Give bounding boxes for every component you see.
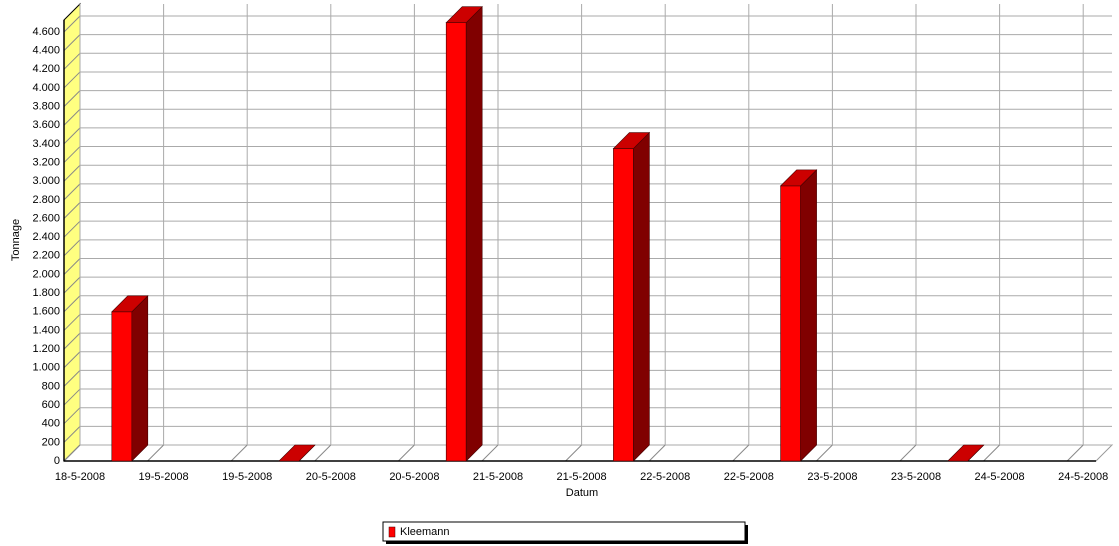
y-tick-label: 3.000: [32, 175, 60, 187]
bar-side: [465, 5, 483, 462]
grid-line: [63, 164, 81, 182]
floor-line: [816, 444, 833, 462]
grid-line: [63, 425, 81, 443]
grid-line: [63, 295, 81, 313]
y-tick-label: 1.800: [32, 287, 60, 299]
x-tick-label: 21-5-2008: [473, 471, 523, 483]
bar-top: [612, 132, 651, 149]
x-tick-label: 19-5-2008: [139, 471, 189, 483]
bar: [111, 311, 133, 462]
bar-side: [131, 295, 149, 462]
x-tick-label: 18-5-2008: [55, 471, 105, 483]
bar-side: [800, 169, 817, 462]
grid-line: [63, 407, 81, 425]
grid-line: [63, 146, 81, 163]
y-tick-label: 2.600: [32, 212, 60, 224]
grid-line: [63, 90, 81, 107]
grid-line: [63, 276, 81, 294]
y-axis-label: Tonnage: [10, 219, 22, 261]
grid-line: [63, 202, 81, 219]
y-tick-label: 1.000: [32, 362, 60, 374]
floor-line: [481, 444, 499, 462]
y-tick-label: 400: [42, 418, 60, 430]
y-tick-label: 3.800: [32, 101, 60, 113]
grid-line: [63, 15, 81, 33]
side-wall: [63, 2, 81, 463]
x-tick-label: 24-5-2008: [975, 471, 1025, 483]
grid-line: [63, 183, 81, 201]
x-tick-label: 22-5-2008: [724, 471, 774, 483]
floor-line: [230, 444, 248, 462]
grid-line: [63, 127, 81, 145]
y-tick-label: 800: [42, 380, 60, 392]
floor-line: [314, 444, 332, 462]
bar-top: [111, 295, 149, 313]
y-tick-label: 200: [42, 436, 60, 448]
y-tick-label: 0: [54, 455, 60, 467]
bar-top: [278, 444, 316, 462]
y-tick-label: 1.200: [32, 343, 60, 355]
x-tick-label: 19-5-2008: [222, 471, 272, 483]
y-tick-label: 2.000: [32, 268, 60, 280]
x-axis-label: Datum: [566, 487, 598, 499]
floor-line: [983, 444, 1000, 462]
floor-line: [1066, 444, 1084, 462]
x-tick-label: 23-5-2008: [891, 471, 941, 483]
grid-line: [63, 108, 81, 126]
y-tick-label: 600: [42, 399, 60, 411]
y-tick-label: 2.800: [32, 194, 60, 206]
bar: [780, 185, 801, 462]
x-tick-label: 22-5-2008: [640, 471, 690, 483]
grid-line: [63, 239, 81, 257]
y-tick-label: 1.400: [32, 324, 60, 336]
y-tick-label: 3.200: [32, 156, 60, 168]
floor-line: [732, 444, 750, 462]
bar: [445, 22, 467, 462]
bar-top: [779, 169, 818, 187]
x-tick-label: 21-5-2008: [557, 471, 607, 483]
grid-line: [63, 351, 81, 369]
grid-line: [63, 314, 81, 331]
bar-top: [947, 444, 985, 462]
floor-line: [63, 444, 81, 462]
y-tick-label: 1.600: [32, 306, 60, 318]
floor-line: [648, 444, 666, 462]
bar-side: [633, 131, 650, 462]
grid-line: [63, 370, 81, 387]
floor-line: [147, 444, 164, 462]
x-tick-label: 24-5-2008: [1058, 471, 1108, 483]
floor-line: [899, 444, 917, 462]
grid-line: [63, 258, 81, 275]
bar-top: [445, 6, 483, 23]
x-tick-label: 20-5-2008: [389, 471, 439, 483]
y-tick-label: 2.200: [32, 250, 60, 262]
y-tick-label: 4.400: [32, 45, 60, 57]
grid-line: [63, 332, 81, 350]
y-tick-label: 4.600: [32, 26, 60, 38]
x-tick-label: 20-5-2008: [306, 471, 356, 483]
grid-line: [63, 388, 81, 406]
legend-label: Kleemann: [400, 526, 450, 538]
floor-line: [398, 444, 415, 462]
y-tick-label: 3.600: [32, 119, 60, 131]
grid-line: [63, 220, 81, 238]
legend-box: [382, 521, 746, 542]
y-tick-label: 2.400: [32, 231, 60, 243]
y-tick-label: 4.200: [32, 63, 60, 75]
floor-line: [565, 444, 582, 462]
grid-line: [63, 52, 81, 70]
y-tick-label: 3.400: [32, 138, 60, 150]
grid-line: [63, 71, 81, 89]
y-tick-label: 4.000: [32, 82, 60, 94]
legend-swatch: [388, 526, 396, 538]
x-tick-label: 23-5-2008: [807, 471, 857, 483]
grid-line: [63, 34, 81, 51]
bar: [613, 148, 634, 462]
